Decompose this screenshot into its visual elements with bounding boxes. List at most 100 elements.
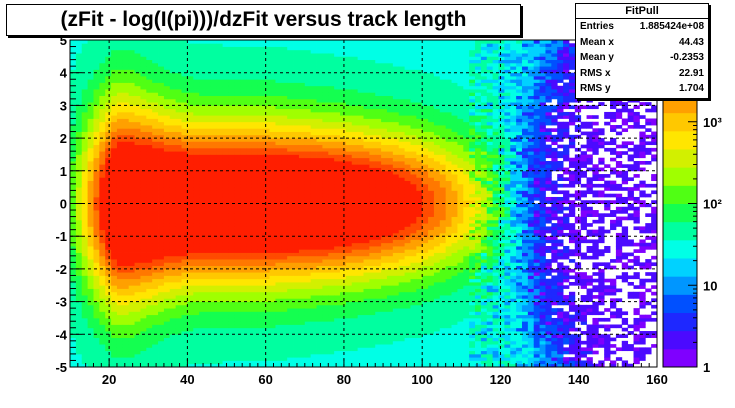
heatmap-cell [351,203,359,208]
heatmap-cell [281,278,288,283]
heatmap-cell [222,128,229,132]
heatmap-cell [351,272,359,276]
heatmap-cell [134,53,141,57]
heatmap-cell [140,160,147,165]
heatmap-cell [140,340,147,345]
heatmap-cell [298,311,306,316]
heatmap-cell [345,226,353,231]
heatmap-cell [70,360,77,365]
heatmap-cell [328,252,335,257]
heatmap-cell [81,53,89,57]
heatmap-cell [116,272,124,276]
heatmap-cell [175,275,182,280]
heatmap-cell [122,59,130,64]
heatmap-cell [134,229,141,234]
heatmap-cell [257,363,265,368]
heatmap-cell [111,125,118,129]
heatmap-cell [281,118,288,123]
heatmap-cell [357,49,364,54]
heatmap-cell [163,196,171,201]
heatmap-cell [140,89,147,93]
heatmap-cell [75,75,83,80]
heatmap-cell [175,249,182,253]
heatmap-cell [334,223,341,227]
heatmap-cell [175,115,182,119]
heatmap-cell [328,219,335,224]
heatmap-cell [287,314,294,319]
heatmap-cell [210,40,218,44]
heatmap-cell [275,154,282,159]
heatmap-cell [281,350,288,355]
heatmap-cell [240,177,247,182]
heatmap-cell [75,89,83,93]
heatmap-cell [175,190,182,195]
heatmap-cell [251,249,259,253]
heatmap-cell [298,85,306,90]
heatmap-cell [351,53,359,57]
heatmap-cell [293,255,300,260]
heatmap-cell [205,275,212,280]
heatmap-cell [328,236,335,240]
heatmap-cell [310,213,317,217]
heatmap-cell [246,66,253,70]
heatmap-cell [298,206,306,211]
heatmap-cell [322,242,329,247]
heatmap-cell [175,317,182,322]
heatmap-cell [287,115,294,119]
heatmap-cell [128,219,135,224]
heatmap-cell [222,180,229,185]
heatmap-cell [351,174,359,178]
heatmap-cell [81,138,89,142]
heatmap-cell [269,82,276,87]
heatmap-cell [105,314,112,319]
heatmap-cell [111,239,118,244]
heatmap-cell [357,92,364,96]
heatmap-cell [316,295,323,299]
heatmap-cell [251,167,259,172]
heatmap-cell [251,216,259,221]
heatmap-cell [187,56,194,61]
heatmap-cell [70,272,77,276]
heatmap-cell [328,164,335,168]
heatmap-cell [269,268,276,273]
heatmap-cell [334,291,341,296]
heatmap-cell [158,353,165,358]
heatmap-cell [216,311,224,316]
heatmap-cell [187,167,194,172]
heatmap-cell [205,252,212,257]
heatmap-cell [163,353,171,358]
heatmap-cell [175,75,182,80]
heatmap-cell [199,239,206,244]
heatmap-cell [340,49,347,54]
heatmap-cell [351,62,359,67]
heatmap-cell [116,288,124,293]
heatmap-cell [269,295,276,299]
heatmap-cell [293,249,300,253]
heatmap-cell [228,353,235,358]
heatmap-cell [281,272,288,276]
heatmap-cell [175,216,182,221]
heatmap-cell [116,131,124,136]
heatmap-cell [199,353,206,358]
heatmap-cell [169,118,177,123]
heatmap-cell [105,92,112,96]
heatmap-cell [334,288,341,293]
heatmap-cell [304,98,312,103]
heatmap-cell [169,252,177,257]
heatmap-cell [234,131,241,136]
heatmap-cell [216,262,224,267]
heatmap-cell [187,272,194,276]
heatmap-cell [163,357,171,361]
heatmap-cell [75,82,83,87]
heatmap-cell [93,183,100,188]
heatmap-cell [111,121,118,126]
heatmap-cell [222,53,229,57]
heatmap-cell [222,147,229,152]
heatmap-cell [152,210,159,214]
heatmap-cell [257,183,265,188]
heatmap-cell [316,321,323,325]
heatmap-cell [322,144,329,149]
heatmap-cell [175,353,182,358]
heatmap-cell [122,288,130,293]
heatmap-cell [70,210,77,214]
